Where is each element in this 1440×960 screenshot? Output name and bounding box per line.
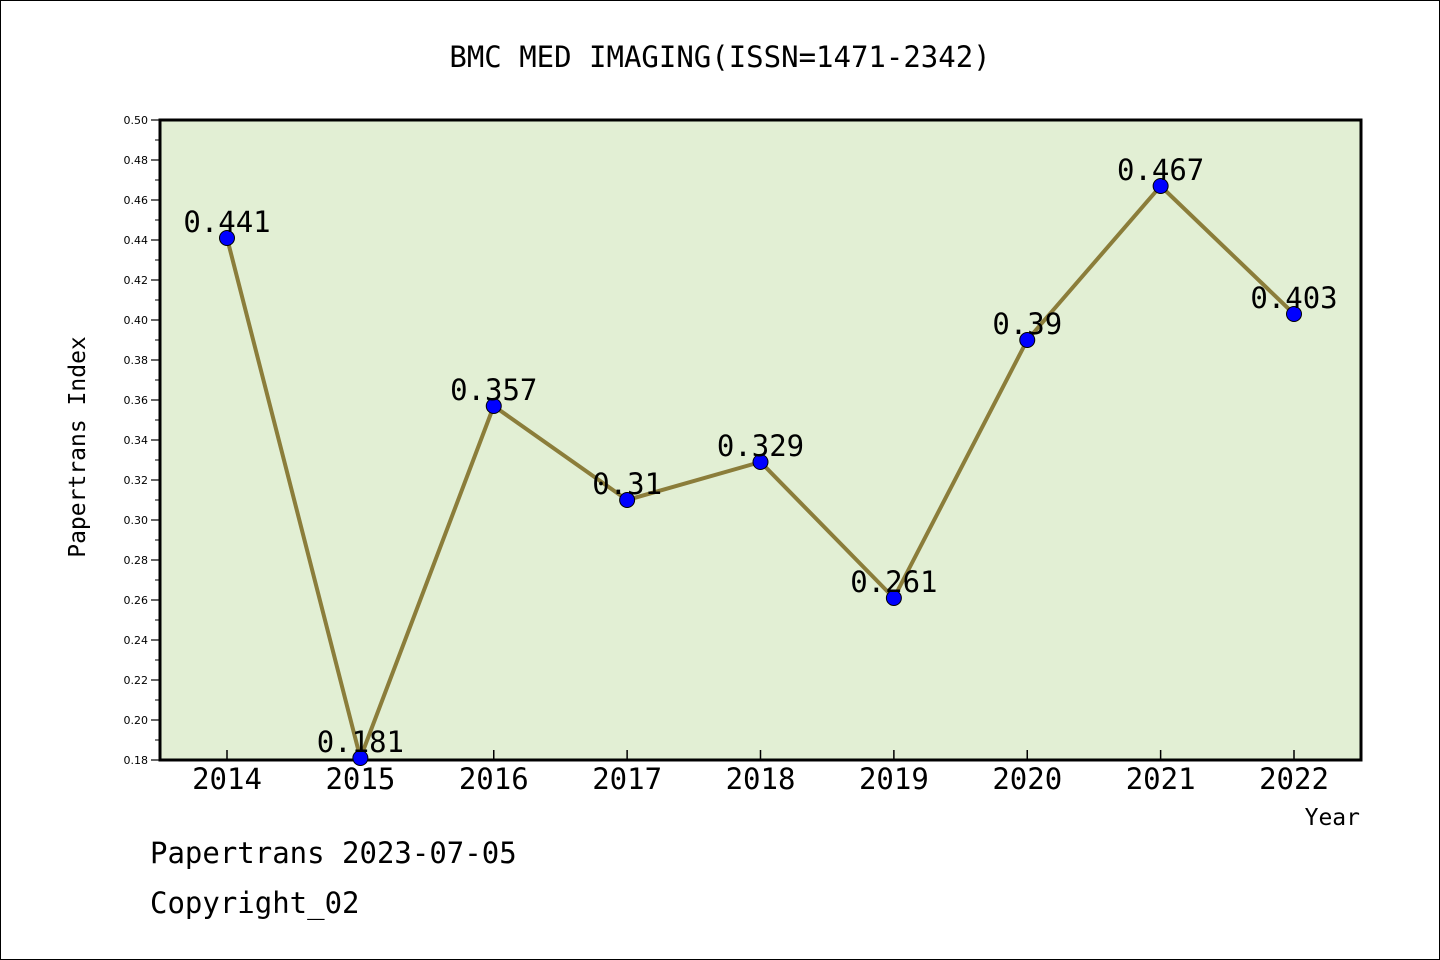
data-point (1286, 306, 1302, 322)
x-tick-label: 2014 (192, 762, 262, 796)
data-label: 0.403 (1250, 281, 1337, 315)
x-axis-title: Year (1305, 805, 1360, 831)
y-axis-title: Papertrans Index (65, 336, 91, 558)
footer-copyright: Copyright_02 (150, 886, 360, 920)
data-point (1019, 332, 1036, 348)
y-tick-label: 0.38 (124, 354, 149, 367)
y-tick-label: 0.50 (124, 114, 149, 127)
x-tick-label: 2022 (1259, 762, 1329, 796)
x-tick-label: 2016 (459, 762, 529, 796)
data-markers (219, 178, 1302, 766)
y-tick-label: 0.46 (124, 194, 149, 207)
y-tick-label: 0.42 (124, 274, 149, 287)
x-tick-label: 2018 (726, 762, 796, 796)
y-tick-label: 0.30 (124, 514, 149, 527)
data-point (752, 454, 769, 470)
chart-title: BMC MED IMAGING(ISSN=1471-2342) (449, 40, 990, 74)
x-tick-label: 2020 (992, 762, 1062, 796)
x-tick-label: 2021 (1126, 762, 1196, 796)
plot-area (158, 118, 1363, 762)
y-tick-label: 0.26 (124, 594, 149, 607)
y-tick-label: 0.40 (124, 314, 149, 327)
footer-date: Papertrans 2023-07-05 (150, 836, 517, 870)
y-tick-label: 0.44 (124, 234, 149, 247)
data-label: 0.181 (317, 725, 404, 759)
y-tick-label: 0.36 (124, 394, 149, 407)
data-label: 0.329 (717, 429, 804, 463)
x-tick-label: 2017 (592, 762, 662, 796)
y-tick-label: 0.24 (124, 634, 149, 647)
data-point (885, 590, 902, 606)
y-tick-label: 0.32 (124, 474, 149, 487)
y-tick-label: 0.48 (124, 154, 149, 167)
data-label: 0.261 (850, 565, 937, 599)
x-axis: 2014 2015 2016 2017 2018 2019 2020 2021 2022 (192, 750, 1329, 796)
y-tick-label: 0.28 (124, 554, 149, 567)
x-tick-label: 2019 (859, 762, 929, 796)
y-tick-label: 0.18 (124, 754, 149, 767)
data-point (219, 230, 235, 246)
x-tick-label: 2015 (325, 762, 395, 796)
y-tick-label: 0.34 (124, 434, 149, 447)
data-point (352, 750, 369, 766)
data-labels: 0.441 0.181 0.357 0.31 0.329 0.261 0.39 0.467 0.… (183, 153, 1337, 759)
data-point (485, 398, 502, 414)
y-tick-label: 0.20 (124, 714, 149, 727)
data-label: 0.39 (992, 307, 1062, 341)
data-label: 0.467 (1117, 153, 1204, 187)
data-label: 0.31 (592, 467, 662, 501)
y-tick-label: 0.22 (124, 674, 149, 687)
data-point (1152, 178, 1169, 194)
data-point (619, 492, 636, 508)
data-label: 0.357 (450, 373, 537, 407)
y-axis: 0.18 0.20 0.22 0.24 0.26 0.28 0.30 0.32 0.34 0.36… (124, 114, 160, 767)
data-label: 0.441 (183, 205, 270, 239)
